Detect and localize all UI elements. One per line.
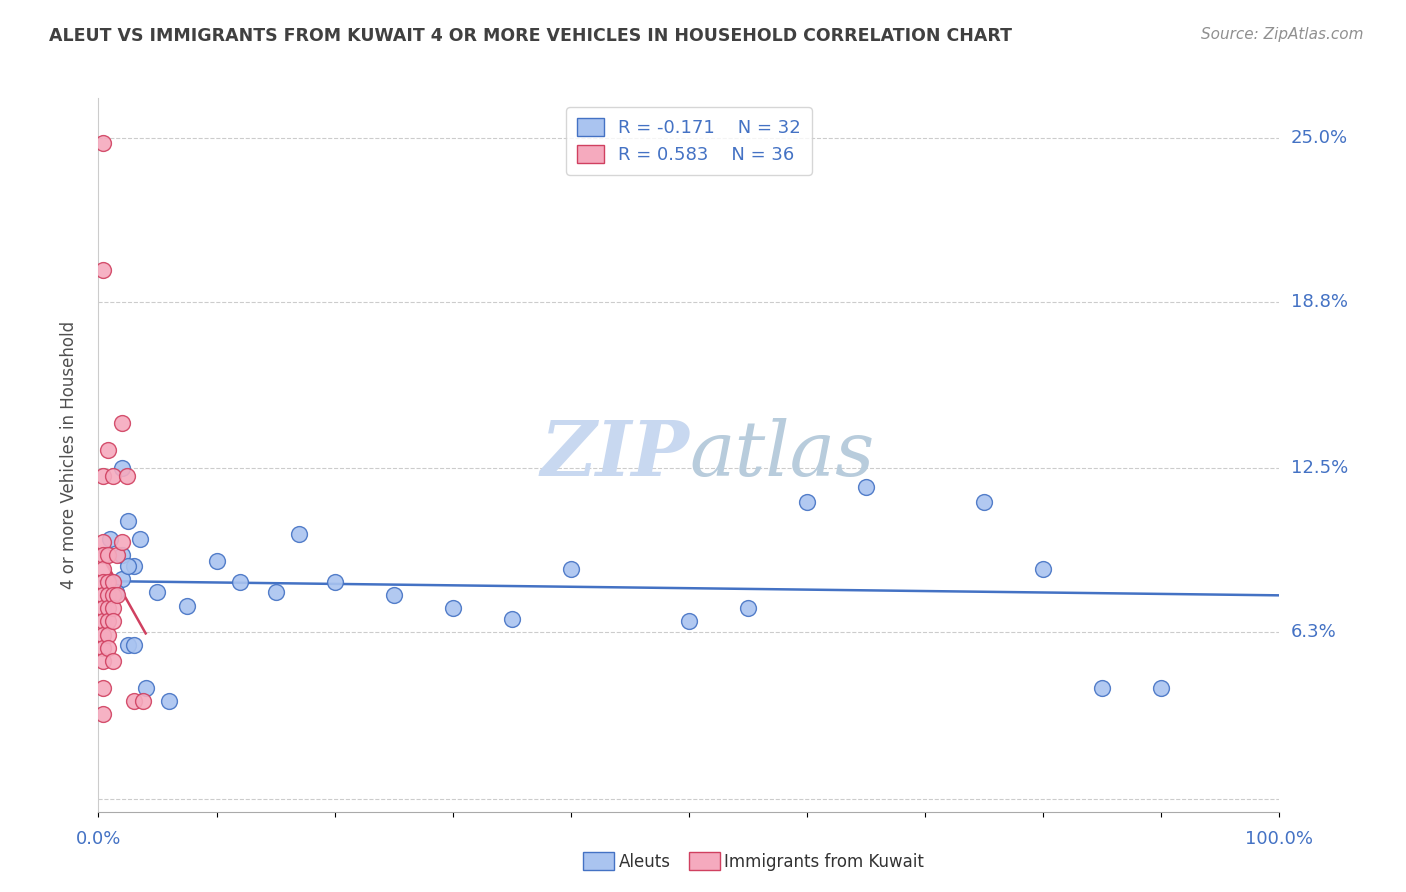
- Point: [855, 480, 877, 494]
- Point: [135, 681, 157, 695]
- Point: [176, 599, 198, 613]
- Text: 12.5%: 12.5%: [1291, 459, 1348, 477]
- Point: [91, 588, 114, 602]
- Point: [101, 601, 124, 615]
- Point: [205, 554, 228, 568]
- Point: [98, 533, 121, 547]
- Point: [229, 574, 252, 589]
- Point: [91, 601, 114, 615]
- Point: [796, 495, 818, 509]
- Point: [97, 588, 120, 602]
- Point: [146, 585, 169, 599]
- Point: [91, 561, 114, 575]
- Point: [973, 495, 995, 509]
- Text: 25.0%: 25.0%: [1291, 128, 1348, 147]
- Point: [91, 136, 114, 150]
- Point: [1150, 681, 1173, 695]
- Point: [115, 469, 138, 483]
- Y-axis label: 4 or more Vehicles in Household: 4 or more Vehicles in Household: [59, 321, 77, 589]
- Point: [101, 654, 124, 668]
- Point: [97, 442, 120, 457]
- Point: [117, 514, 139, 528]
- Point: [91, 640, 114, 655]
- Point: [323, 574, 346, 589]
- Point: [91, 654, 114, 668]
- Point: [101, 469, 124, 483]
- Point: [122, 638, 145, 652]
- Point: [157, 694, 180, 708]
- Point: [111, 535, 134, 549]
- Point: [678, 615, 700, 629]
- Point: [91, 681, 114, 695]
- Point: [737, 601, 759, 615]
- Text: atlas: atlas: [689, 418, 875, 491]
- Point: [101, 574, 124, 589]
- Text: ZIP: ZIP: [540, 418, 689, 491]
- Legend: R = -0.171    N = 32, R = 0.583    N = 36: R = -0.171 N = 32, R = 0.583 N = 36: [567, 107, 811, 175]
- Point: [97, 615, 120, 629]
- Point: [441, 601, 464, 615]
- Point: [560, 561, 582, 575]
- Point: [105, 588, 128, 602]
- Text: Source: ZipAtlas.com: Source: ZipAtlas.com: [1201, 27, 1364, 42]
- Point: [288, 527, 311, 541]
- Point: [111, 549, 134, 563]
- Point: [101, 588, 124, 602]
- Point: [91, 706, 114, 721]
- Point: [91, 615, 114, 629]
- Point: [91, 574, 114, 589]
- Point: [91, 549, 114, 563]
- Point: [111, 461, 134, 475]
- Text: 6.3%: 6.3%: [1291, 623, 1336, 641]
- Point: [91, 263, 114, 277]
- Point: [122, 694, 145, 708]
- Point: [117, 638, 139, 652]
- Point: [91, 627, 114, 641]
- Text: 18.8%: 18.8%: [1291, 293, 1347, 310]
- Point: [117, 558, 139, 573]
- Point: [97, 549, 120, 563]
- Text: ALEUT VS IMMIGRANTS FROM KUWAIT 4 OR MORE VEHICLES IN HOUSEHOLD CORRELATION CHAR: ALEUT VS IMMIGRANTS FROM KUWAIT 4 OR MOR…: [49, 27, 1012, 45]
- Point: [501, 612, 523, 626]
- Point: [1091, 681, 1114, 695]
- Point: [105, 549, 128, 563]
- Point: [97, 601, 120, 615]
- Point: [111, 416, 134, 430]
- Point: [111, 572, 134, 586]
- Point: [97, 627, 120, 641]
- Text: 100.0%: 100.0%: [1246, 830, 1313, 847]
- Text: Aleuts: Aleuts: [619, 853, 671, 871]
- Point: [91, 469, 114, 483]
- Text: 0.0%: 0.0%: [76, 830, 121, 847]
- Point: [132, 694, 155, 708]
- Point: [105, 585, 128, 599]
- Point: [101, 615, 124, 629]
- Point: [1032, 561, 1054, 575]
- Point: [264, 585, 287, 599]
- Point: [128, 533, 150, 547]
- Point: [91, 535, 114, 549]
- Point: [382, 588, 405, 602]
- Point: [97, 574, 120, 589]
- Point: [122, 558, 145, 573]
- Point: [97, 640, 120, 655]
- Text: Immigrants from Kuwait: Immigrants from Kuwait: [724, 853, 924, 871]
